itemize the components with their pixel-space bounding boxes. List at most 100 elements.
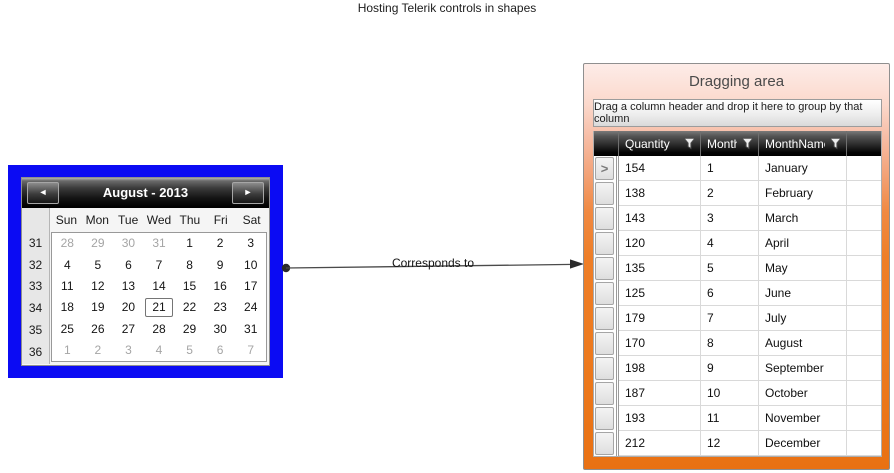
cell-monthname[interactable]: February [759, 181, 847, 206]
cell-monthname[interactable]: November [759, 406, 847, 431]
cell-quantity[interactable]: 179 [619, 306, 701, 331]
cell-quantity[interactable]: 198 [619, 356, 701, 381]
cell-quantity[interactable]: 154 [619, 156, 701, 181]
row-header[interactable] [594, 306, 619, 331]
date-cell[interactable]: 28 [152, 321, 166, 336]
row-header[interactable] [594, 206, 619, 231]
date-cell[interactable]: 30 [121, 236, 136, 251]
cell-quantity[interactable]: 212 [619, 431, 701, 456]
date-cell[interactable]: 31 [152, 236, 166, 251]
table-row[interactable]: 138 2 February [594, 181, 881, 206]
date-cell[interactable]: 3 [247, 236, 255, 251]
date-cell[interactable]: 1 [63, 343, 71, 358]
table-row[interactable]: 179 7 July [594, 306, 881, 331]
cell-monthname[interactable]: October [759, 381, 847, 406]
cell-monthname[interactable]: March [759, 206, 847, 231]
date-cell[interactable]: 30 [213, 321, 227, 336]
date-cell[interactable]: 29 [91, 236, 105, 251]
cell-monthname[interactable]: June [759, 281, 847, 306]
date-cell[interactable]: 16 [213, 278, 227, 293]
date-cell[interactable]: 4 [63, 257, 71, 272]
cell-quantity[interactable]: 125 [619, 281, 701, 306]
cell-quantity[interactable]: 170 [619, 331, 701, 356]
filter-icon[interactable] [741, 137, 754, 150]
cell-monthname[interactable]: January [759, 156, 847, 181]
table-row[interactable]: 170 8 August [594, 331, 881, 356]
row-header[interactable]: > [594, 156, 619, 181]
prev-month-button[interactable]: ◄ [27, 181, 59, 204]
cell-month[interactable]: 12 [701, 431, 759, 456]
column-header[interactable]: Quantity [619, 131, 701, 156]
date-cell[interactable]: 2 [216, 236, 224, 251]
filter-icon[interactable] [683, 137, 696, 150]
cell-month[interactable]: 7 [701, 306, 759, 331]
date-cell[interactable]: 10 [244, 257, 258, 272]
table-row[interactable]: 120 4 April [594, 231, 881, 256]
date-cell[interactable]: 12 [91, 278, 105, 293]
cell-monthname[interactable]: April [759, 231, 847, 256]
date-cell[interactable]: 22 [182, 300, 197, 315]
cell-quantity[interactable]: 135 [619, 256, 701, 281]
date-cell[interactable]: 7 [247, 343, 255, 358]
cell-month[interactable]: 8 [701, 331, 759, 356]
table-row[interactable]: 198 9 September [594, 356, 881, 381]
cell-month[interactable]: 6 [701, 281, 759, 306]
date-cell[interactable]: 21 [144, 297, 175, 318]
table-row[interactable]: 187 10 October [594, 381, 881, 406]
date-cell[interactable]: 26 [91, 321, 105, 336]
date-cell[interactable]: 4 [155, 343, 163, 358]
date-cell[interactable]: 24 [244, 300, 258, 315]
cell-monthname[interactable]: December [759, 431, 847, 456]
group-by-drop-area[interactable]: Drag a column header and drop it here to… [593, 99, 882, 127]
cell-monthname[interactable]: August [759, 331, 847, 356]
next-month-button[interactable]: ► [232, 181, 264, 204]
date-cell[interactable]: 29 [182, 321, 197, 336]
cell-month[interactable]: 3 [701, 206, 759, 231]
row-header[interactable] [594, 281, 619, 306]
row-header[interactable] [594, 331, 619, 356]
cell-month[interactable]: 5 [701, 256, 759, 281]
date-cell[interactable]: 6 [216, 343, 224, 358]
row-header[interactable] [594, 381, 619, 406]
cell-quantity[interactable]: 143 [619, 206, 701, 231]
table-row[interactable]: > 154 1 January [594, 156, 881, 181]
date-cell[interactable]: 18 [60, 300, 74, 315]
date-cell[interactable]: 7 [155, 257, 163, 272]
date-cell[interactable]: 5 [186, 343, 193, 358]
table-row[interactable]: 143 3 March [594, 206, 881, 231]
date-cell[interactable]: 8 [186, 257, 193, 272]
date-cell[interactable]: 15 [182, 278, 197, 293]
dragging-area-shape[interactable]: Dragging area Drag a column header and d… [583, 63, 890, 470]
date-cell[interactable]: 20 [121, 300, 136, 315]
date-cell[interactable]: 3 [125, 343, 132, 358]
cell-quantity[interactable]: 187 [619, 381, 701, 406]
date-cell[interactable]: 5 [94, 257, 102, 272]
cell-month[interactable]: 10 [701, 381, 759, 406]
column-header[interactable]: MonthName [759, 131, 847, 156]
date-cell[interactable]: 27 [121, 321, 136, 336]
date-cell[interactable]: 23 [213, 300, 227, 315]
cell-quantity[interactable]: 120 [619, 231, 701, 256]
table-row[interactable]: 125 6 June [594, 281, 881, 306]
cell-month[interactable]: 9 [701, 356, 759, 381]
date-cell[interactable]: 11 [61, 278, 74, 293]
row-header[interactable] [594, 356, 619, 381]
row-header[interactable] [594, 181, 619, 206]
row-header[interactable] [594, 256, 619, 281]
filter-icon[interactable] [829, 137, 842, 150]
cell-quantity[interactable]: 138 [619, 181, 701, 206]
calendar-shape[interactable]: ◄ August - 2013 ► 31 32 33 34 [8, 165, 283, 378]
date-cell[interactable]: 9 [216, 257, 224, 272]
cell-month[interactable]: 4 [701, 231, 759, 256]
date-cell[interactable]: 31 [244, 321, 258, 336]
row-header[interactable] [594, 406, 619, 431]
date-cell[interactable]: 1 [186, 236, 193, 251]
table-row[interactable]: 193 11 November [594, 406, 881, 431]
date-cell[interactable]: 6 [125, 257, 132, 272]
cell-quantity[interactable]: 193 [619, 406, 701, 431]
date-cell[interactable]: 28 [60, 236, 74, 251]
column-header[interactable]: Month [701, 131, 759, 156]
row-header[interactable] [594, 431, 619, 456]
date-cell[interactable]: 25 [60, 321, 74, 336]
date-cell[interactable]: 14 [152, 278, 166, 293]
